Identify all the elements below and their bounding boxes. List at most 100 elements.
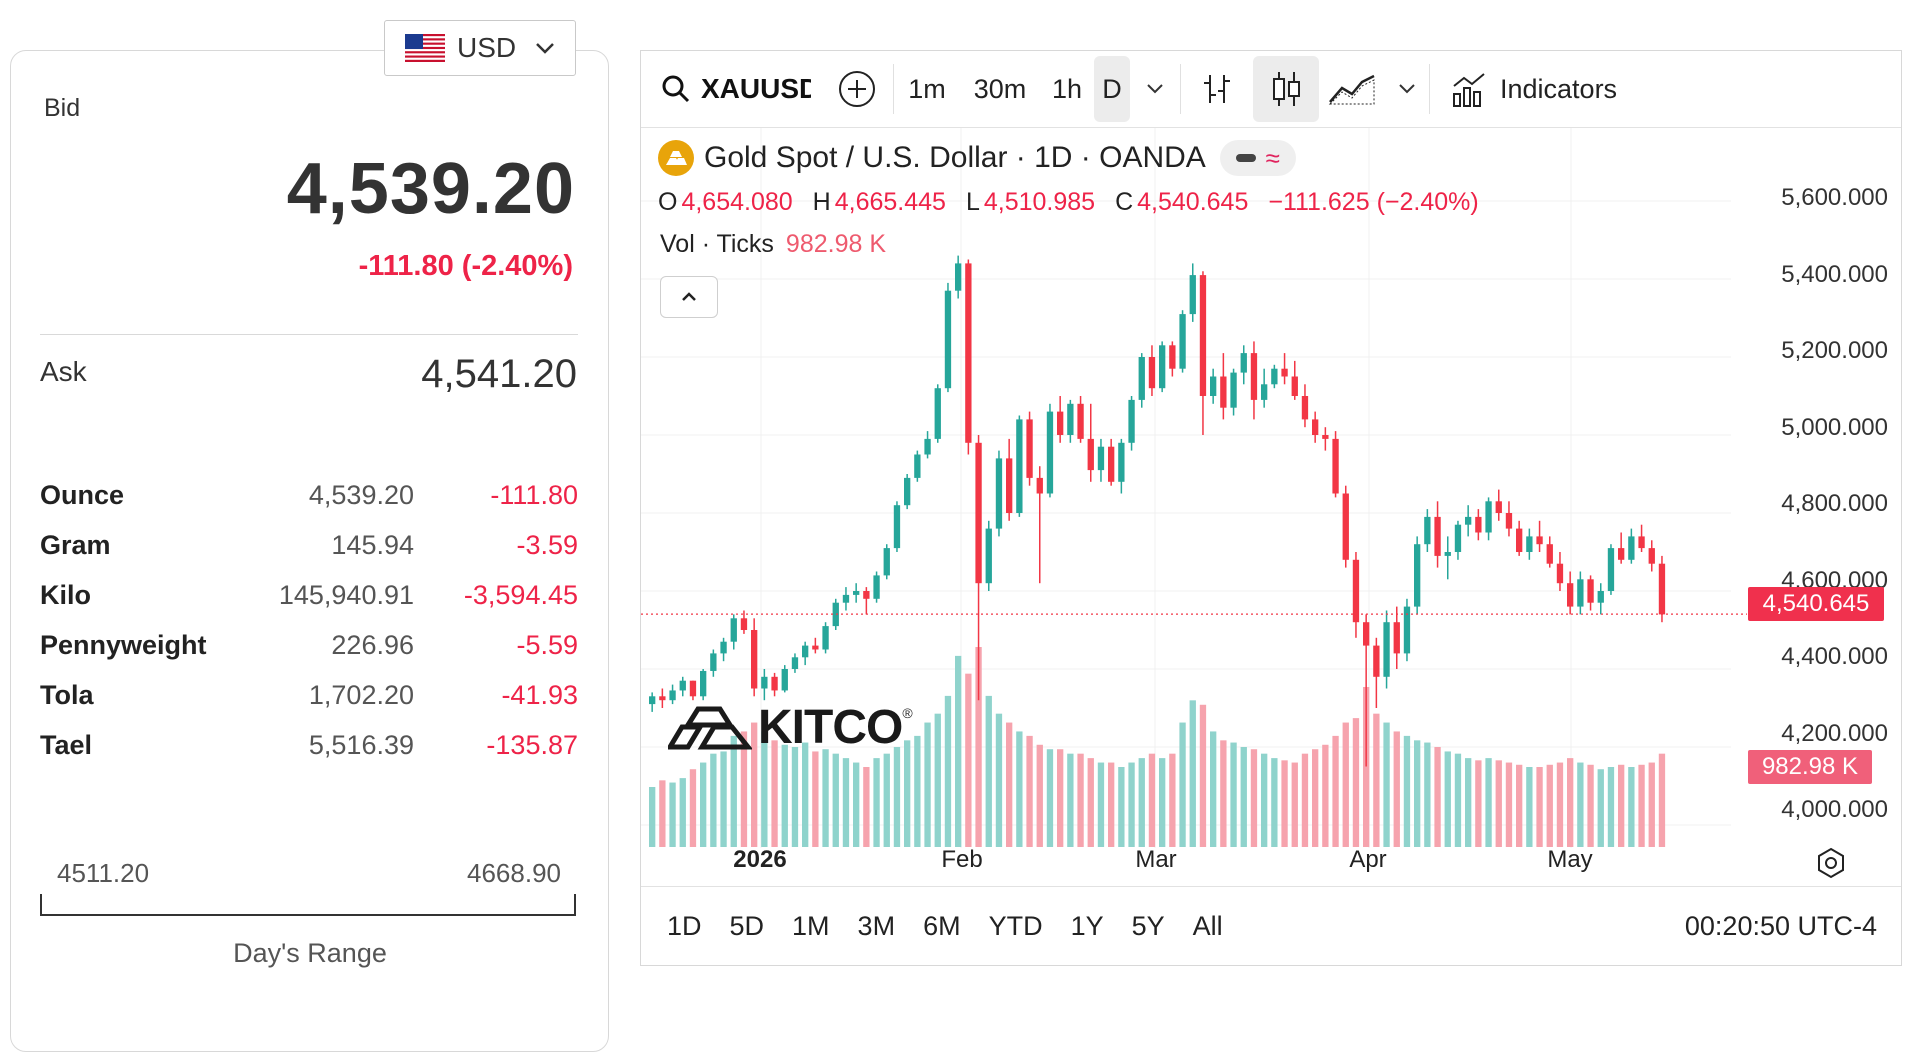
price-chart[interactable] [641,128,1901,848]
candle-chart-style-button[interactable] [1253,56,1319,122]
area-chart-icon [1328,74,1375,105]
candle-body [1403,606,1411,654]
candle-body [1077,403,1084,439]
candle-body [934,388,941,439]
indicators-icon [1453,73,1485,107]
volume-bar [1077,753,1084,847]
candle-body [1097,446,1105,471]
volume-legend: Vol · Ticks 982.98 K [660,230,886,259]
candle-body [1148,357,1156,389]
volume-bar [1567,758,1574,847]
range-1d-button[interactable]: 1D [667,910,702,941]
currency-select[interactable]: USD [384,20,576,76]
indicators-button[interactable]: Indicators [1430,51,1637,127]
currency-code: USD [457,32,517,63]
candle-body [995,458,1003,529]
candle-body [853,591,860,595]
symbol-search[interactable]: XAUUSD [641,51,821,127]
volume-bar [1179,722,1186,847]
time-axis-label: 2026 [733,846,787,873]
candle-body [1567,583,1574,607]
interval-1m[interactable]: 1m [908,73,946,104]
candle-body [1087,438,1094,471]
volume-bar [995,713,1003,847]
unit-change: -135.87 [486,730,578,760]
candle-body [1556,563,1564,584]
volume-bar [1281,760,1288,847]
candle-body [1526,536,1533,552]
ohlc-bars-icon [1204,75,1230,103]
volume-bar [1026,735,1033,847]
volume-bar [1118,767,1125,847]
volume-bar [1516,764,1523,847]
compare-button[interactable] [821,51,893,127]
interval-1h[interactable]: 1h [1051,73,1083,104]
candle-body [1128,399,1135,443]
candle-body [1230,372,1237,408]
volume-bar [1352,718,1360,847]
range-5y-button[interactable]: 5Y [1131,910,1165,941]
volume-bar [1097,762,1105,847]
candle-body [659,696,666,701]
range-6m-button[interactable]: 6M [923,910,961,941]
interval-30m[interactable]: 30m [973,73,1027,104]
candle-body [924,438,931,455]
price-axis-label: 5,400.000 [1781,261,1888,288]
candle-body [1485,501,1492,533]
candle-body [1026,419,1033,478]
legend-toggle[interactable]: ≈ [1219,140,1296,176]
candle-body [1587,579,1594,603]
candle-body [1281,368,1288,377]
chart-settings-icon[interactable] [1814,846,1848,880]
price-axis-label: 5,200.000 [1781,337,1888,364]
volume-bar [1658,753,1666,847]
candle-body [1597,591,1604,603]
unit-value: 145.94 [331,530,414,560]
range-1m-button[interactable]: 1M [792,910,830,941]
candle-body [1189,275,1196,315]
volume-bar [842,758,850,847]
low-label: L [965,188,980,216]
candle-body [944,290,952,389]
close-value: 4,540.645 [1137,188,1249,216]
volume-bar [1363,687,1370,847]
day-range-bar [40,894,576,916]
chart-style-dropdown[interactable] [1385,51,1429,127]
volume-bar [1587,764,1594,847]
bid-change: -111.80 (-2.40%) [358,250,573,282]
range-1y-button[interactable]: 1Y [1070,910,1104,941]
range-5d-button[interactable]: 5D [729,910,765,941]
volume-bar [873,758,880,847]
volume-bar [1322,744,1329,847]
volume-bar [1414,740,1421,847]
candle-body [893,505,901,549]
candle-body [822,626,829,650]
candle-body [873,575,880,599]
interval-d[interactable]: D [1094,56,1130,122]
bar-chart-style-button[interactable] [1181,51,1253,127]
volume-bar [679,778,686,847]
range-3m-button[interactable]: 3M [857,910,896,941]
volume-bar [740,731,748,847]
range-all-button[interactable]: All [1192,910,1223,941]
area-chart-style-button[interactable] [1319,51,1385,127]
collapse-legend-button[interactable] [660,276,718,318]
volume-bar [924,722,931,847]
volume-bar [1138,758,1145,847]
open-value: 4,654.080 [681,188,793,216]
time-range-bar: 1D 5D 1M 3M 6M YTD 1Y 5Y All 00:20:50 UT… [641,886,1901,965]
volume-bar [1434,747,1441,847]
range-ytd-button[interactable]: YTD [988,910,1043,941]
candle-body [1638,536,1645,549]
candle-body [1495,501,1502,513]
time-axis-label: Apr [1349,846,1387,873]
volume-bar [1210,731,1217,847]
interval-dropdown[interactable] [1130,51,1180,127]
candle-body [761,676,768,689]
candle-body [1628,536,1635,560]
high-label: H [812,188,831,216]
candle-body [1108,446,1115,482]
us-flag-icon [405,34,445,62]
candle-body [1577,579,1584,607]
volume-bar [1403,735,1411,847]
